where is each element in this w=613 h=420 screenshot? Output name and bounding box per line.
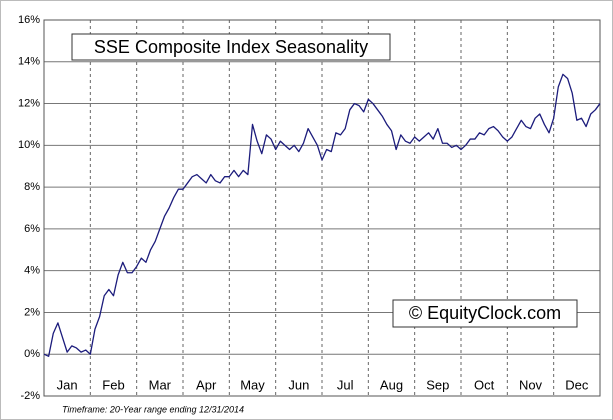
x-tick-label: Jul [337,377,354,392]
x-tick-label: Jun [288,377,309,392]
y-tick-label: 8% [24,181,40,193]
chart-title: SSE Composite Index Seasonality [94,37,368,57]
y-tick-label: 16% [18,14,40,26]
y-tick-label: 6% [24,223,40,235]
y-tick-label: 0% [24,348,40,360]
y-tick-label: 14% [18,56,40,68]
x-tick-label: Feb [102,377,124,392]
y-tick-label: 10% [18,139,40,151]
x-tick-label: Dec [565,377,589,392]
x-tick-label: Nov [519,377,543,392]
x-tick-label: Sep [426,377,449,392]
x-tick-label: Aug [380,377,403,392]
plot-area [43,19,601,397]
y-tick-label: 12% [18,97,40,109]
y-tick-label: 4% [24,265,40,277]
x-tick-label: May [240,377,265,392]
x-tick-label: Oct [474,377,495,392]
x-tick-label: Mar [149,377,172,392]
x-tick-label: Apr [196,377,217,392]
footnote: Timeframe: 20-Year range ending 12/31/20… [62,404,244,414]
y-tick-label: -2% [20,390,40,402]
title-box [71,33,391,61]
grid [44,19,600,397]
y-tick-label: 2% [24,306,40,318]
series-line [43,73,601,357]
watermark-box [392,299,578,328]
watermark: © EquityClock.com [409,303,561,323]
x-tick-label: Jan [57,377,78,392]
marks [43,73,601,357]
